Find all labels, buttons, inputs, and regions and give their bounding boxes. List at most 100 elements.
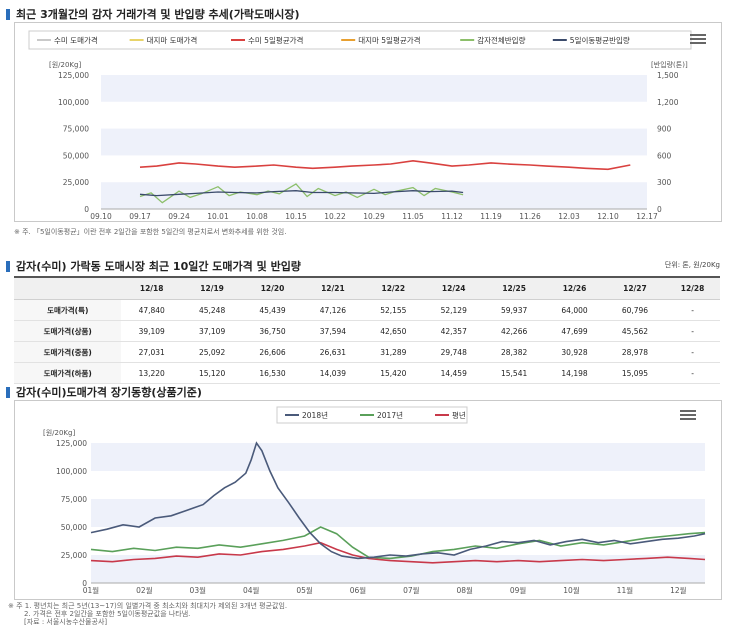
chart1-legend-label: 대지마 5일평균가격 [358,35,420,45]
section3-footnote-1: ※ 주 1. 평년치는 최근 5년(13~17)의 일별가격 중 최소치와 최대… [8,602,288,610]
price-table-column-header: 12/26 [544,276,605,300]
chart1-y-tick-label: 50,000 [63,151,89,160]
title-marker [6,8,10,20]
price-table-cell: 25,092 [181,341,243,363]
chart1-legend-label: 감자전체반입량 [477,35,525,45]
chart1-x-tick-label: 09.10 [90,212,112,221]
price-table-cell: 36,750 [242,320,303,342]
chart3-y-tick-label: 100,000 [56,467,87,476]
price-table-column-header: 12/24 [423,276,484,300]
chart1-x-tick-label: 10.22 [324,212,346,221]
price-table-cell: 39,109 [121,320,182,342]
section3-footnote-3: [자료 : 서울시농수산물공사] [24,618,108,626]
price-table-cell: 26,606 [242,341,303,363]
price-table-cell: 15,120 [181,362,243,384]
chart1-grid-band [101,75,647,102]
chart3-x-tick-label: 10월 [563,585,580,595]
chart3-series-line [90,541,706,564]
price-table-cell: 15,541 [483,362,545,384]
price-table-column-header: 12/20 [242,276,303,300]
chart1-y2-tick-label: 900 [657,125,672,134]
price-table-header: 12/18 12/19 12/20 12/21 12/22 12/24 12/25 12/26… [14,276,720,300]
chart1-y2-tick-label: 0 [657,205,662,214]
chart3-legend-box [276,406,468,424]
price-table-cell: 37,109 [181,320,243,342]
chart1-y-tick-label: 0 [84,205,89,214]
price-table-cell: - [665,320,720,342]
chart3-x-tick-label: 02월 [136,585,153,595]
chart1-y2-tick-label: 1,200 [657,98,679,107]
price-table-row: 도매가격(하품) 13,220 15,120 16,530 14,039 15,420 14… [14,362,720,384]
price-table-cell: 15,420 [363,362,424,384]
chart3-y-tick-label: 0 [82,579,87,588]
price-table-cell: 47,840 [121,299,182,321]
chart3-x-tick-label: 08월 [457,585,474,595]
chart1-y2-tick-label: 600 [657,151,672,160]
chart3-x-tick-label: 05월 [296,585,313,595]
price-table-column-header [14,276,122,300]
chart3-y-tick-label: 25,000 [61,551,87,560]
chart3-x-tick-label: 09월 [510,585,527,595]
price-table-row-header: 도매가격(특) [14,299,122,321]
price-table-cell: 37,594 [302,320,364,342]
unit-label: 단위: 톤, 원/20Kg [664,261,720,269]
price-table-cell: 60,796 [604,299,666,321]
price-table-cell: 42,650 [363,320,424,342]
price-table-column-header: 12/22 [363,276,424,300]
price-table-cell: - [665,341,720,363]
price-table-column-header: 12/21 [302,276,364,300]
price-table-cell: 45,439 [242,299,303,321]
price-table-cell: 14,459 [423,362,484,384]
price-table-column-header: 12/27 [604,276,666,300]
price-table-cell: 45,562 [604,320,666,342]
chart1-y2-tick-label: 300 [657,178,672,187]
chart3-y-tick-label: 50,000 [61,523,87,532]
chart3-x-tick-label: 04월 [243,585,260,595]
price-table: 12/18 12/19 12/20 12/21 12/22 12/24 12/25 12/26… [14,276,720,384]
price-table-column-header: 12/25 [483,276,545,300]
price-table-cell: - [665,299,720,321]
chart1-y2-tick-label: 1,500 [657,71,679,80]
chart1-series-line [139,159,631,171]
chart1-y-tick-label: 100,000 [58,98,89,107]
section3-title: 감자(수미)도매가격 장기동향(상품기준) [6,384,202,400]
chart1-legend-label: 수미 도매가격 [54,35,98,45]
title-marker [6,386,10,398]
price-table-cell: 28,978 [604,341,666,363]
price-table-cell: 45,248 [181,299,243,321]
chart3-x-tick-label: 07월 [403,585,420,595]
price-table-cell: 27,031 [121,341,182,363]
chart1-legend-label: 대지마 도매가격 [147,35,198,45]
price-table-cell: 47,699 [544,320,605,342]
chart1-grid-band [101,128,647,156]
chart1-x-tick-label: 10.01 [207,212,229,221]
chart1-x-tick-label: 11.26 [519,212,541,221]
chart3-legend-label: 2017년 [377,410,403,420]
price-table-cell: 13,220 [121,362,182,384]
chart1-y-tick-label: 125,000 [58,71,89,80]
price-table-cell: 29,748 [423,341,484,363]
chart3-y-tick-label: 125,000 [56,439,87,448]
price-table-row: 도매가격(상품) 39,109 37,109 36,750 37,594 42,650 42… [14,320,720,342]
section3-title-text: 감자(수미)도매가격 장기동향(상품기준) [16,386,202,399]
chart3-x-tick-label: 03월 [190,585,207,595]
title-marker [6,260,10,272]
chart1-x-tick-label: 10.15 [285,212,307,221]
chart1-x-tick-label: 12.17 [636,212,658,221]
chart3-y-tick-label: 75,000 [61,495,87,504]
section1-title: 최근 3개월간의 감자 거래가격 및 반입량 추세(가락도매시장) [6,6,300,22]
price-table-cell: 30,928 [544,341,605,363]
section1-footnote: ※ 주. 「5일이동평균」이란 전후 2일간을 포함한 5일간의 평균치로서 변… [14,228,287,236]
chart1-series-line [139,183,464,204]
chart1-menu-icon[interactable] [690,34,706,44]
chart1-x-tick-label: 12.10 [597,212,619,221]
price-table-cell: 52,129 [423,299,484,321]
chart3-menu-icon[interactable] [680,410,696,420]
price-table-cell: 52,155 [363,299,424,321]
price-table-cell: 42,266 [483,320,545,342]
chart1-x-tick-label: 11.12 [441,212,463,221]
price-table-column-header: 12/19 [181,276,243,300]
chart3-legend-label: 2018년 [302,410,328,420]
chart1-x-tick-label: 10.08 [246,212,268,221]
chart1-legend-label: 수미 5일평균가격 [248,35,303,45]
